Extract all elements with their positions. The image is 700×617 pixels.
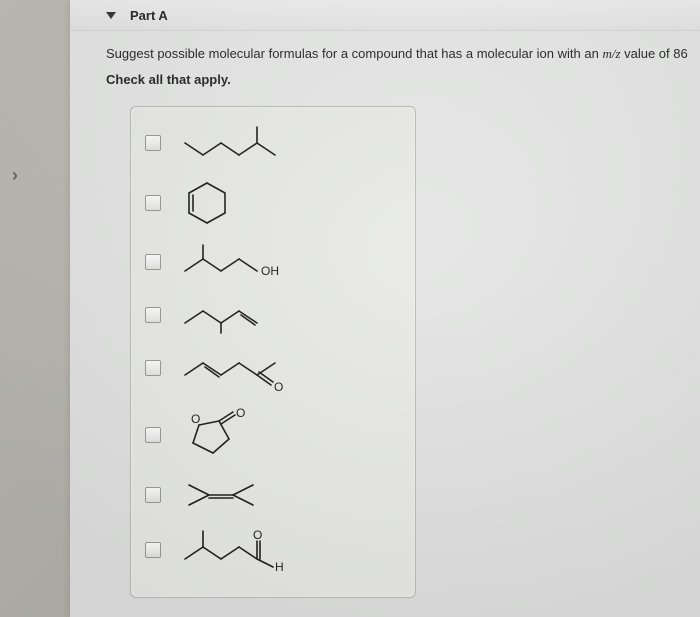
expand-chevron-icon[interactable]: › <box>12 165 26 187</box>
option-4 <box>145 295 289 335</box>
option-5: O <box>145 345 309 391</box>
prompt-instruction: Check all that apply. <box>106 70 694 90</box>
option-7 <box>145 475 269 515</box>
aldehyde-o-label: O <box>253 528 262 542</box>
molecule-2 <box>179 177 239 229</box>
prompt-text-post: value of 86 <box>621 46 688 61</box>
option-8: O H <box>145 525 309 575</box>
molecule-7 <box>179 475 269 515</box>
options-container: OH <box>130 106 416 598</box>
question-prompt: Suggest possible molecular formulas for … <box>106 44 694 89</box>
checkbox-2[interactable] <box>145 195 161 211</box>
ring-o-label: O <box>191 412 200 426</box>
part-title: Part A <box>130 8 168 23</box>
checkbox-8[interactable] <box>145 542 161 558</box>
checkbox-4[interactable] <box>145 307 161 323</box>
molecule-8: O H <box>179 525 309 575</box>
option-6: O O <box>145 407 259 463</box>
checkbox-5[interactable] <box>145 360 161 376</box>
molecule-4 <box>179 295 289 335</box>
molecule-3: OH <box>179 241 309 283</box>
mz-symbol: m/z <box>602 46 620 61</box>
carbonyl-o-label: O <box>236 407 245 420</box>
molecule-6: O O <box>179 407 259 463</box>
checkbox-7[interactable] <box>145 487 161 503</box>
option-1 <box>145 121 289 165</box>
oh-label: OH <box>261 264 279 278</box>
checkbox-1[interactable] <box>145 135 161 151</box>
part-header[interactable]: Part A <box>70 0 700 31</box>
molecule-5: O <box>179 345 309 391</box>
content-panel: Part A Suggest possible molecular formul… <box>70 0 700 617</box>
molecule-1 <box>179 121 289 165</box>
prompt-text-pre: Suggest possible molecular formulas for … <box>106 46 602 61</box>
checkbox-6[interactable] <box>145 427 161 443</box>
checkbox-3[interactable] <box>145 254 161 270</box>
aldehyde-h-label: H <box>275 560 284 574</box>
o-label: O <box>274 380 283 391</box>
option-3: OH <box>145 241 309 283</box>
collapse-triangle-icon <box>106 12 116 19</box>
option-2 <box>145 177 239 229</box>
